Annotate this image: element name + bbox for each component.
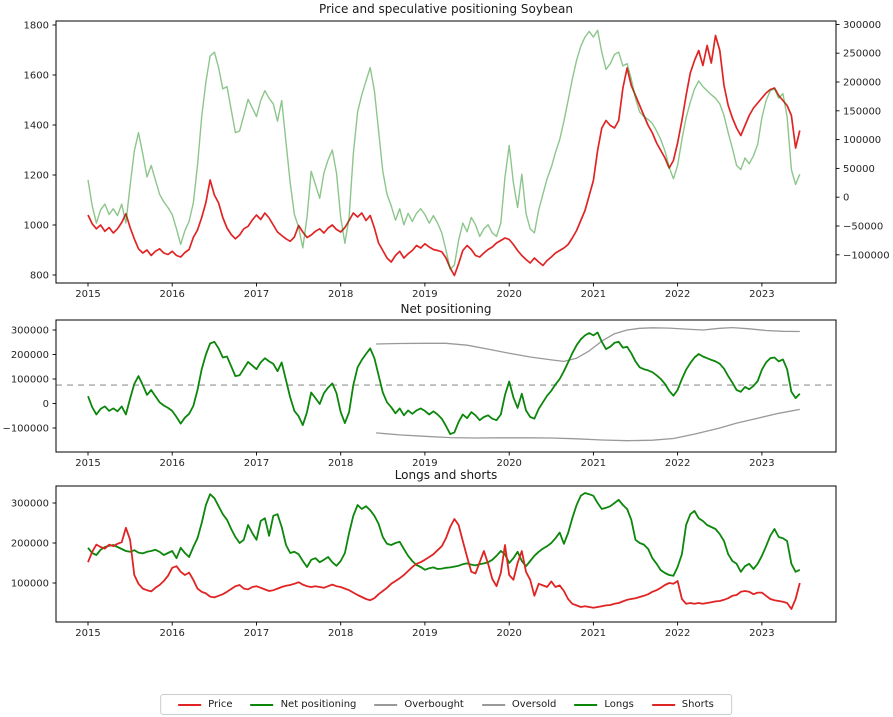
x-tick-label: 2017 (244, 289, 269, 300)
legend-label: Shorts (681, 699, 714, 710)
x-tick-label: 2016 (159, 628, 184, 639)
y-tick-label-left: 300000 (11, 326, 49, 337)
legend-label: Longs (604, 699, 634, 710)
legend: Price Net positioning Overbought Oversold Lo… (160, 694, 732, 715)
x-tick-label: 2019 (412, 289, 437, 300)
legend-item-net-positioning: Net positioning (250, 699, 357, 710)
legend-swatch (481, 703, 505, 706)
y-tick-label-left: 200000 (11, 539, 49, 550)
x-tick-label: 2023 (749, 458, 774, 469)
y-tick-label-right: −100000 (843, 250, 890, 261)
y-tick-label-right: 300000 (843, 20, 881, 31)
legend-item-price: Price (178, 699, 233, 710)
subplot2-title: Net positioning (400, 302, 492, 316)
x-tick-label: 2018 (328, 628, 353, 639)
series-line-overbought (376, 326, 800, 363)
x-tick-label: 2020 (496, 628, 521, 639)
series-line-longs (87, 492, 801, 577)
y-tick-label-left: −100000 (2, 424, 49, 435)
x-tick-label: 2018 (328, 458, 353, 469)
legend-label: Price (208, 699, 233, 710)
x-tick-label: 2022 (665, 628, 690, 639)
legend-label: Oversold (511, 699, 557, 710)
y-tick-label-right: −50000 (843, 222, 883, 233)
legend-item-longs: Longs (574, 699, 634, 710)
x-tick-label: 2019 (412, 458, 437, 469)
x-tick-label: 2015 (75, 458, 100, 469)
legend-swatch (574, 703, 598, 706)
y-tick-label-left: 1400 (24, 121, 49, 132)
legend-swatch (651, 703, 675, 706)
x-tick-label: 2021 (581, 289, 606, 300)
x-tick-label: 2021 (581, 458, 606, 469)
axes-frame (55, 485, 837, 623)
y-tick-label-left: 200000 (11, 350, 49, 361)
y-tick-label-left: 300000 (11, 499, 49, 510)
legend-swatch (250, 703, 274, 706)
y-tick-label-left: 0 (43, 399, 49, 410)
legend-item-shorts: Shorts (651, 699, 714, 710)
y-tick-label-left: 1200 (24, 171, 49, 182)
legend-swatch (374, 703, 398, 706)
y-tick-label-left: 800 (30, 271, 49, 282)
legend-label: Net positioning (280, 699, 357, 710)
y-tick-label-right: 150000 (843, 106, 881, 117)
y-tick-label-right: 50000 (843, 164, 875, 175)
x-tick-label: 2015 (75, 289, 100, 300)
x-tick-label: 2023 (749, 289, 774, 300)
x-tick-label: 2016 (159, 289, 184, 300)
x-tick-label: 2022 (665, 458, 690, 469)
series-line-shorts (87, 518, 801, 610)
x-tick-label: 2022 (665, 289, 690, 300)
x-tick-label: 2019 (412, 628, 437, 639)
series-line-net (87, 331, 801, 436)
x-tick-label: 2017 (244, 628, 269, 639)
x-tick-label: 2018 (328, 289, 353, 300)
y-tick-label-right: 200000 (843, 78, 881, 89)
x-tick-label: 2016 (159, 458, 184, 469)
series-line-price (87, 34, 801, 277)
legend-label: Overbought (404, 699, 464, 710)
axes-frame (55, 20, 837, 284)
legend-swatch (178, 703, 202, 706)
x-tick-label: 2020 (496, 289, 521, 300)
subplot-0: 2015 2016 2017 2018 2019 2020 2021 2022 2023 800 1… (24, 20, 890, 300)
legend-item-oversold: Oversold (481, 699, 557, 710)
y-tick-label-left: 1800 (24, 21, 49, 32)
subplot1-title: Price and speculative positioning Soybea… (319, 2, 573, 16)
x-tick-label: 2021 (581, 628, 606, 639)
axes-frame (55, 319, 837, 453)
subplot-2: 2015 2016 2017 2018 2019 2020 2021 2022 2023 1000… (11, 485, 837, 639)
y-tick-label-left: 1000 (24, 221, 49, 232)
x-tick-label: 2020 (496, 458, 521, 469)
y-tick-label-left: 1600 (24, 71, 49, 82)
series-line-oversold (376, 408, 800, 442)
subplot3-title: Longs and shorts (394, 468, 498, 482)
x-tick-label: 2015 (75, 628, 100, 639)
y-tick-label-left: 100000 (11, 375, 49, 386)
y-tick-label-left: 100000 (11, 579, 49, 590)
x-tick-label: 2017 (244, 458, 269, 469)
y-tick-label-right: 0 (843, 193, 849, 204)
series-line-net (87, 29, 801, 270)
y-tick-label-right: 100000 (843, 135, 881, 146)
y-tick-label-right: 250000 (843, 49, 881, 60)
legend-item-overbought: Overbought (374, 699, 464, 710)
x-tick-label: 2023 (749, 628, 774, 639)
subplot-1: 2015 2016 2017 2018 2019 2020 2021 2022 2023 −100… (2, 319, 837, 469)
